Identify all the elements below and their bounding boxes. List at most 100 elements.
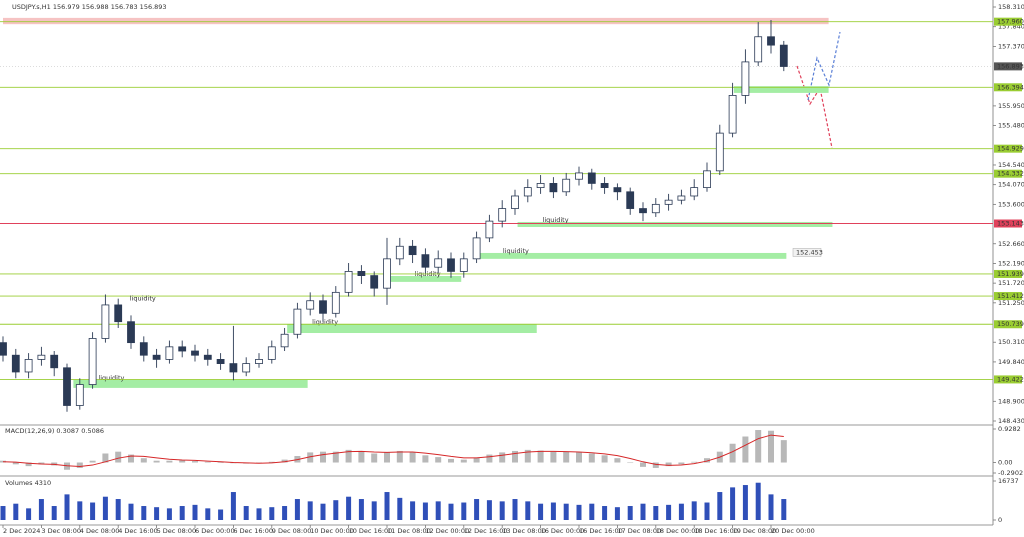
candle-body xyxy=(293,308,302,335)
volume-bar xyxy=(282,506,288,520)
candle-body xyxy=(511,195,519,209)
volume-bar xyxy=(614,507,620,520)
level-tag xyxy=(994,144,1022,153)
x-tick-label: 10 Dec 00:00 xyxy=(310,527,354,535)
zone xyxy=(733,86,829,93)
candle-body xyxy=(114,304,123,323)
y-tick-label: 150.310 xyxy=(998,338,1024,346)
y-tick-label: 152.660 xyxy=(998,240,1024,248)
candle-body xyxy=(280,333,289,348)
macd-bar xyxy=(320,451,326,463)
candle-body xyxy=(242,363,251,373)
volume-bar xyxy=(154,507,160,520)
level-tag xyxy=(994,269,1022,278)
y-tick-label: 155.950 xyxy=(998,102,1024,110)
macd-bar xyxy=(409,452,416,463)
zone-label: liquidity xyxy=(543,216,569,224)
volume-bar xyxy=(256,508,262,520)
macd-bar xyxy=(768,430,774,463)
level-label: 157.960 xyxy=(997,18,1024,26)
level-label: 153.143 xyxy=(997,220,1024,228)
y-tick-label: 149.840 xyxy=(998,358,1024,366)
volume-bar xyxy=(602,506,608,520)
macd-bar xyxy=(192,461,198,463)
volume-bar xyxy=(371,501,377,520)
x-tick-label: 12 Dec 00:00 xyxy=(425,527,469,535)
macd-bar xyxy=(12,462,19,465)
y-tick-label: 154.540 xyxy=(998,161,1024,169)
level-label: 149.422 xyxy=(997,375,1024,383)
volume-bar xyxy=(243,506,249,520)
volume-bar xyxy=(525,501,531,520)
volume-bar xyxy=(269,507,275,520)
zone-label: liquidity xyxy=(98,374,124,382)
x-tick-label: 6 Dec 16:00 xyxy=(233,527,273,535)
macd-bar xyxy=(665,462,672,467)
volume-bar xyxy=(192,504,198,520)
y-tick-label: 148.430 xyxy=(998,417,1024,425)
candle-body xyxy=(191,350,199,356)
volume-bar xyxy=(512,499,518,520)
level-tag xyxy=(994,375,1022,384)
candle-body xyxy=(434,258,443,268)
volume-bar xyxy=(90,502,96,520)
price-tag-label: 152.453 xyxy=(796,248,823,256)
volume-bar xyxy=(230,492,236,520)
y-tick-label: 0 xyxy=(998,516,1002,524)
x-tick-label: 2 Dec 2024 xyxy=(3,527,40,535)
macd-bar xyxy=(358,450,365,463)
macd-bar xyxy=(179,460,186,463)
candle-body xyxy=(357,271,366,276)
macd-bar xyxy=(166,460,173,463)
level-tag xyxy=(994,169,1022,178)
y-tick-label: 158.310 xyxy=(998,3,1024,11)
candle-body xyxy=(523,187,532,197)
zone xyxy=(477,252,787,259)
y-tick-label: 16737 xyxy=(998,477,1019,485)
volume-bar xyxy=(346,496,352,520)
candle-body xyxy=(651,203,660,214)
volume-bar xyxy=(141,506,147,520)
x-tick-label: 6 Dec 00:00 xyxy=(195,527,235,535)
candle-body xyxy=(690,187,699,197)
candle-body xyxy=(498,208,507,222)
volume-bar xyxy=(38,499,44,520)
candle-body xyxy=(741,61,750,96)
macd-bar xyxy=(691,461,698,463)
macd-bar xyxy=(780,440,787,463)
volume-bar xyxy=(678,503,684,520)
candle-body xyxy=(0,342,7,356)
macd-bar xyxy=(128,454,134,463)
macd-bar xyxy=(550,451,557,463)
volume-bar xyxy=(550,502,556,520)
candle-body xyxy=(331,291,340,314)
macd-bar xyxy=(102,453,109,463)
volume-bar xyxy=(51,506,57,520)
current-price-tag xyxy=(994,62,1022,71)
macd-bar xyxy=(217,462,224,464)
volume-bar xyxy=(781,499,787,520)
candle-body xyxy=(37,354,46,360)
macd-bar xyxy=(588,453,595,463)
candle-body xyxy=(11,354,20,373)
macd-bar xyxy=(448,458,454,463)
macd-bar xyxy=(0,460,6,463)
candle-body xyxy=(715,132,724,172)
x-tick-label: 19 Dec 08:00 xyxy=(733,527,777,535)
volume-bar xyxy=(333,500,339,520)
x-tick-label: 12 Dec 16:00 xyxy=(464,527,508,535)
y-tick-label: 153.600 xyxy=(998,200,1024,208)
candle-body xyxy=(447,258,455,272)
candle-body xyxy=(370,275,379,289)
y-tick-label: 0.9282 xyxy=(998,425,1021,433)
volume-bar xyxy=(384,492,390,520)
macd-bar xyxy=(704,458,710,463)
zone xyxy=(287,324,537,334)
volume-bar xyxy=(422,502,428,520)
volume-bar xyxy=(691,501,697,520)
volume-bar xyxy=(358,499,364,520)
candle-body xyxy=(613,187,622,193)
candle-body xyxy=(779,44,788,67)
level-label: 156.394 xyxy=(997,83,1024,91)
candle-body xyxy=(600,183,609,189)
